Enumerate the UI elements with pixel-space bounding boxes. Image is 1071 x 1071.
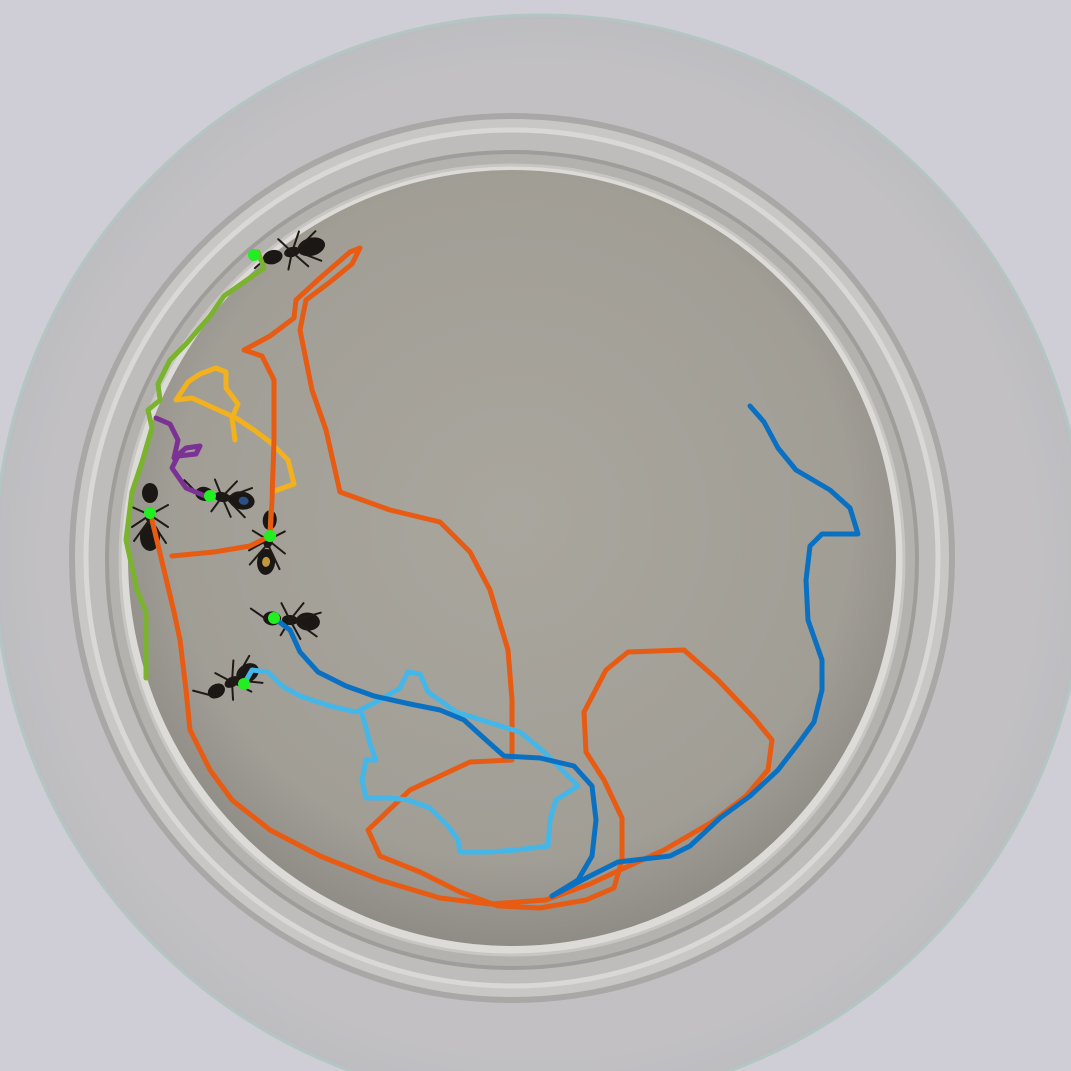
head-marker — [268, 612, 280, 624]
track-blue — [271, 403, 861, 899]
track-lightblue — [241, 667, 581, 855]
track-orange — [149, 245, 775, 911]
head-marker — [204, 490, 216, 502]
tracks — [123, 245, 861, 911]
track-green — [123, 249, 267, 681]
track-purple — [153, 415, 213, 501]
head-marker — [238, 678, 250, 690]
inner-dish — [69, 113, 955, 1003]
head-marker — [144, 507, 156, 519]
head-marker — [248, 249, 260, 261]
head-markers — [144, 249, 280, 690]
dish-floor — [128, 170, 896, 946]
head-marker — [264, 530, 276, 542]
track-yellow — [173, 365, 297, 539]
